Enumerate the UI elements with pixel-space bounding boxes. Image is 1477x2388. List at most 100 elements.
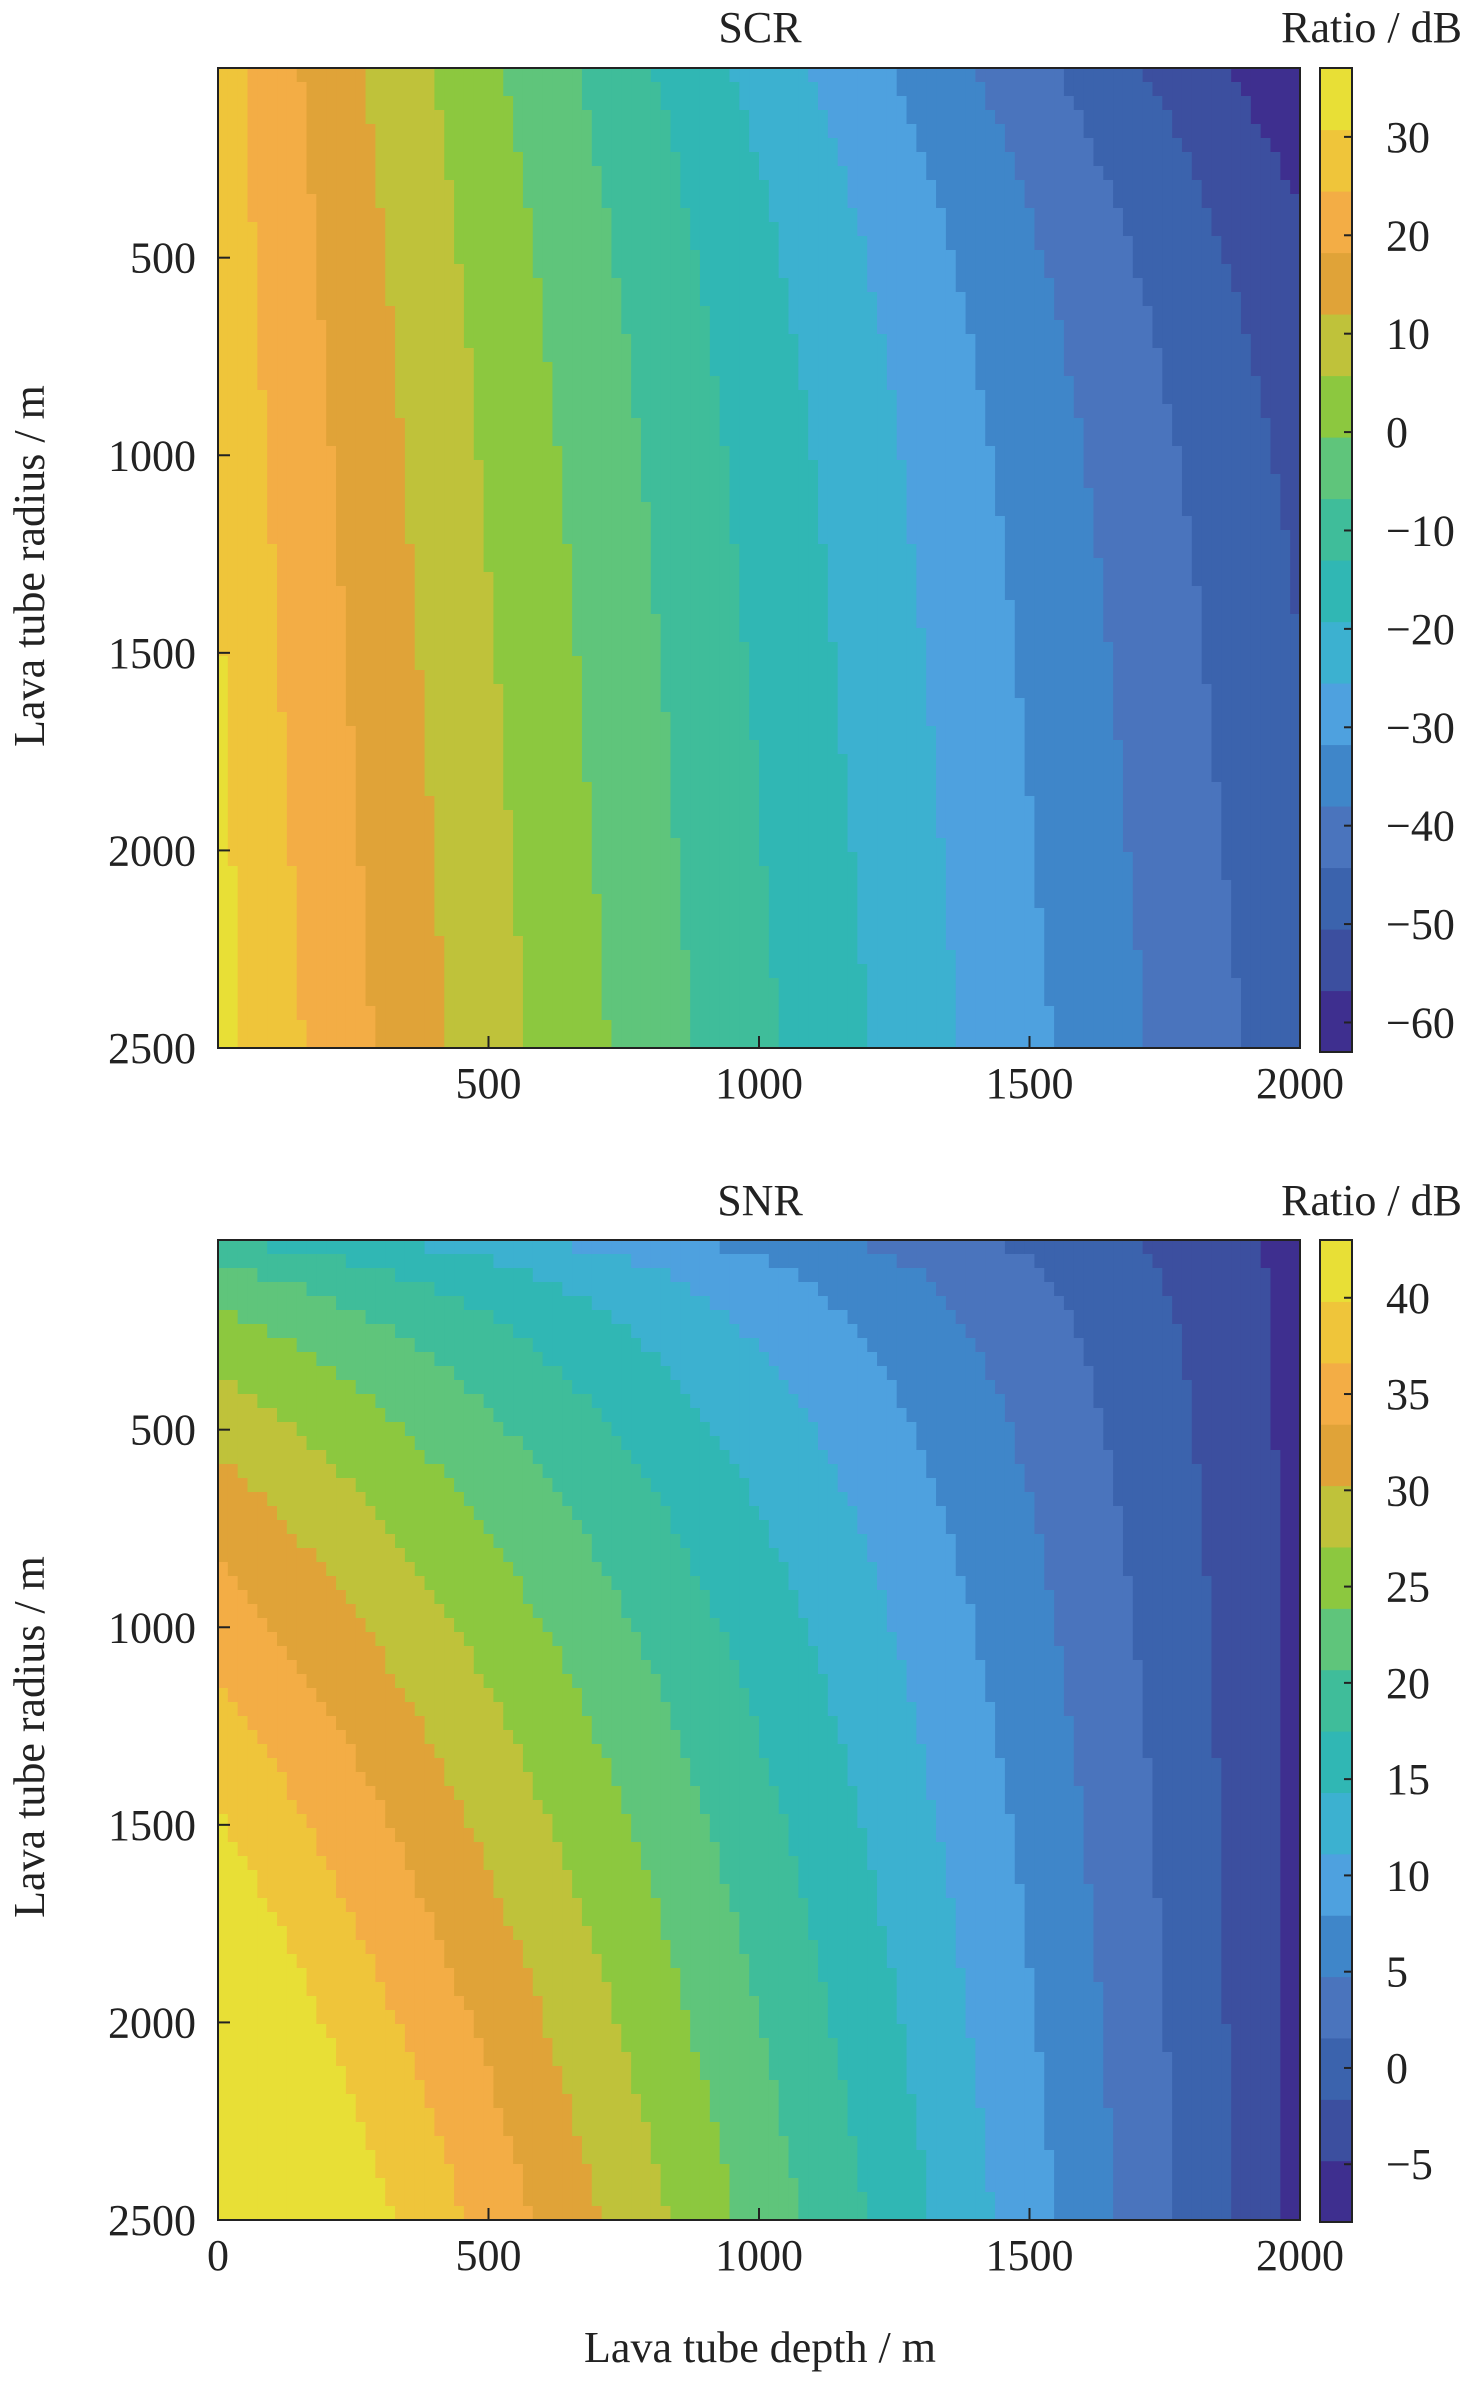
heatmap-cell bbox=[660, 558, 672, 573]
heatmap-cell bbox=[867, 376, 878, 391]
heatmap-cell bbox=[749, 152, 760, 167]
heatmap-cell bbox=[1221, 306, 1232, 321]
heatmap-cell bbox=[670, 152, 681, 167]
heatmap-cell bbox=[542, 278, 554, 293]
heatmap-cell bbox=[1113, 222, 1124, 237]
heatmap-cell bbox=[1132, 110, 1144, 125]
heatmap-cell bbox=[601, 110, 613, 125]
heatmap-cell bbox=[759, 362, 770, 377]
heatmap-cell bbox=[581, 138, 593, 153]
heatmap-cell bbox=[552, 670, 563, 685]
heatmap-cell bbox=[1073, 544, 1085, 559]
heatmap-cell bbox=[896, 320, 908, 335]
heatmap-cell bbox=[513, 320, 524, 335]
heatmap-cell bbox=[1172, 614, 1183, 629]
heatmap-cell bbox=[857, 502, 868, 517]
heatmap-cell bbox=[640, 502, 652, 517]
heatmap-cell bbox=[650, 292, 662, 307]
heatmap-cell bbox=[1240, 222, 1252, 237]
heatmap-cell bbox=[670, 418, 681, 433]
heatmap-cell bbox=[1054, 390, 1065, 405]
heatmap-cell bbox=[562, 124, 573, 139]
heatmap-cell bbox=[267, 432, 278, 447]
heatmap-cell bbox=[218, 530, 229, 545]
heatmap-cell bbox=[277, 194, 288, 209]
heatmap-cell bbox=[277, 628, 288, 643]
heatmap-cell bbox=[444, 432, 455, 447]
heatmap-cell bbox=[768, 572, 780, 587]
heatmap-cell bbox=[454, 516, 465, 531]
heatmap-cell bbox=[945, 348, 957, 363]
heatmap-cell bbox=[463, 474, 475, 489]
heatmap-cell bbox=[778, 110, 790, 125]
heatmap-cell bbox=[965, 656, 976, 671]
heatmap-cell bbox=[827, 684, 839, 699]
heatmap-cell bbox=[690, 390, 701, 405]
heatmap-cell bbox=[975, 194, 986, 209]
heatmap-cell bbox=[1211, 670, 1222, 685]
heatmap-cell bbox=[444, 292, 455, 307]
heatmap-cell bbox=[316, 656, 327, 671]
heatmap-cell bbox=[975, 110, 986, 125]
heatmap-cell bbox=[985, 446, 996, 461]
heatmap-cell bbox=[1290, 502, 1301, 517]
heatmap-cell bbox=[572, 614, 583, 629]
heatmap-cell bbox=[1132, 516, 1144, 531]
heatmap-cell bbox=[690, 516, 701, 531]
heatmap-cell bbox=[345, 586, 357, 601]
heatmap-cell bbox=[218, 110, 229, 125]
heatmap-cell bbox=[267, 446, 278, 461]
heatmap-cell bbox=[552, 180, 563, 195]
heatmap-cell bbox=[424, 572, 435, 587]
heatmap-cell bbox=[1024, 502, 1036, 517]
heatmap-cell bbox=[827, 572, 839, 587]
heatmap-cell bbox=[227, 320, 239, 335]
heatmap-cell bbox=[1142, 334, 1154, 349]
heatmap-cell bbox=[1004, 586, 1016, 601]
heatmap-cell bbox=[493, 362, 504, 377]
heatmap-cell bbox=[975, 362, 986, 377]
heatmap-cell bbox=[355, 404, 367, 419]
heatmap-cell bbox=[1240, 124, 1252, 139]
heatmap-cell bbox=[463, 236, 475, 251]
heatmap-cell bbox=[1083, 684, 1095, 699]
heatmap-cell bbox=[660, 110, 672, 125]
heatmap-cell bbox=[847, 194, 858, 209]
heatmap-cell bbox=[267, 656, 278, 671]
heatmap-cell bbox=[926, 558, 937, 573]
heatmap-cell bbox=[365, 586, 376, 601]
heatmap-cell bbox=[267, 306, 278, 321]
heatmap-cell bbox=[818, 656, 829, 671]
heatmap-cell bbox=[1280, 264, 1291, 279]
heatmap-cell bbox=[365, 418, 376, 433]
heatmap-cell bbox=[886, 292, 898, 307]
heatmap-cell bbox=[1063, 670, 1075, 685]
heatmap-cell bbox=[955, 306, 967, 321]
heatmap-cell bbox=[1063, 320, 1075, 335]
heatmap-cell bbox=[847, 530, 858, 545]
heatmap-cell bbox=[1280, 306, 1291, 321]
heatmap-cell bbox=[1152, 502, 1163, 517]
heatmap-cell bbox=[926, 656, 937, 671]
heatmap-cell bbox=[896, 376, 908, 391]
heatmap-cell bbox=[945, 208, 957, 223]
heatmap-cell bbox=[434, 180, 445, 195]
heatmap-cell bbox=[1201, 264, 1213, 279]
heatmap-cell bbox=[867, 432, 878, 447]
heatmap-cell bbox=[660, 642, 672, 657]
heatmap-cell bbox=[306, 334, 317, 349]
heatmap-cell bbox=[670, 320, 681, 335]
heatmap-cell bbox=[631, 194, 642, 209]
heatmap-cell bbox=[532, 194, 544, 209]
heatmap-cell bbox=[581, 698, 593, 713]
heatmap-cell bbox=[699, 530, 711, 545]
heatmap-cell bbox=[1034, 180, 1045, 195]
heatmap-cell bbox=[1240, 166, 1252, 181]
heatmap-cell bbox=[306, 110, 317, 125]
heatmap-cell bbox=[808, 362, 819, 377]
heatmap-cell bbox=[621, 166, 632, 181]
heatmap-cell bbox=[385, 432, 396, 447]
heatmap-cell bbox=[1142, 110, 1154, 125]
heatmap-cell bbox=[326, 684, 337, 699]
heatmap-cell bbox=[759, 292, 770, 307]
